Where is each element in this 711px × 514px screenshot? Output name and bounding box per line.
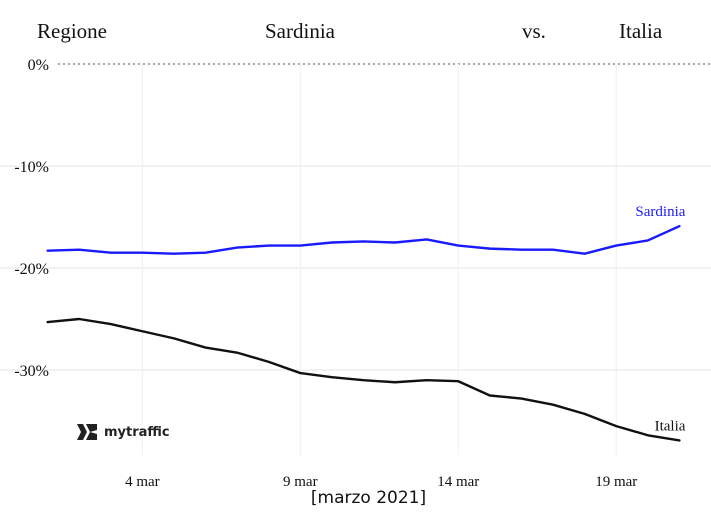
x-tick-label: 9 mar (283, 474, 318, 490)
series-label-sardinia: Sardinia (635, 204, 685, 220)
y-tick-label: -30% (14, 363, 49, 380)
x-axis-label: [marzo 2021] (0, 488, 711, 508)
x-tick-label: 4 mar (125, 474, 160, 490)
y-tick-label: 0% (28, 57, 49, 74)
x-tick-label: 19 mar (595, 474, 637, 490)
vs-label: vs. (522, 19, 546, 43)
brand-name: mytraffic (104, 424, 170, 440)
x-axis-label-text: [marzo 2021] (310, 488, 427, 508)
series-label-italia: Italia (655, 418, 686, 434)
series-line-italia (46, 317, 681, 442)
brand-logo: mytraffic (76, 423, 170, 441)
series-line-sardinia (46, 224, 681, 255)
x-tick-label: 14 mar (437, 474, 479, 490)
region-name: Sardinia (265, 19, 335, 43)
y-tick-label: -20% (14, 261, 49, 278)
mytraffic-logo-icon (77, 424, 97, 440)
region-label: Regione (37, 19, 107, 43)
compare-name: Italia (619, 19, 663, 43)
y-tick-label: -10% (14, 159, 49, 176)
